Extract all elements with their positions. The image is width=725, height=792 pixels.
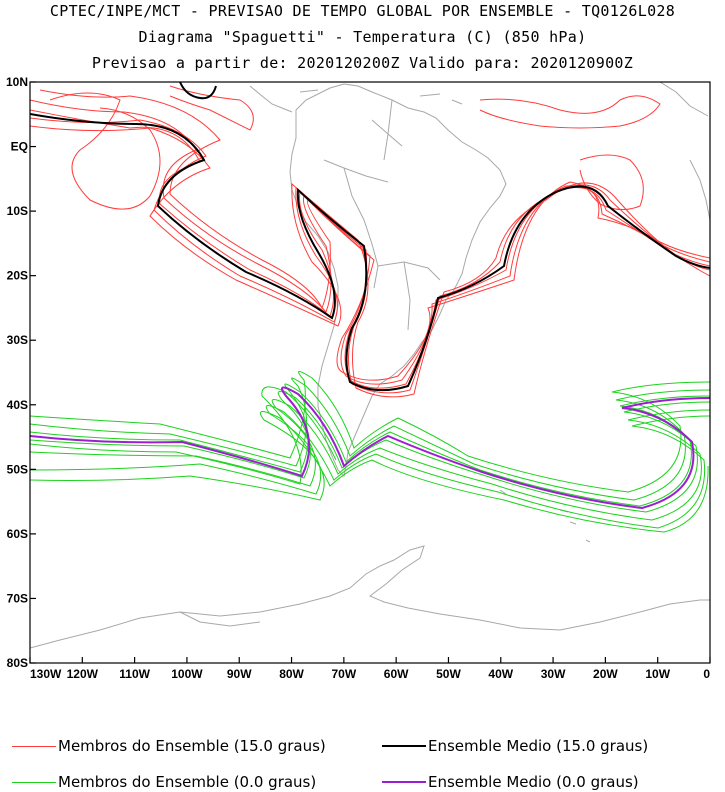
lat-label: 50S bbox=[7, 462, 28, 476]
legend-label: Ensemble Medio (15.0 graus) bbox=[428, 737, 649, 755]
spaghetti-map: 10N EQ 10S 20S 30S 40S 50S 60S 70S 80S 130W 120W 11… bbox=[6, 75, 711, 680]
legend-swatch-red bbox=[12, 745, 56, 747]
lon-label: 90W bbox=[227, 667, 252, 680]
green-member-8 bbox=[30, 386, 337, 485]
title-line-3: Previsao a partir de: 2020120200Z Valido… bbox=[91, 54, 634, 72]
green-member-6 bbox=[30, 371, 710, 493]
lon-label: 80W bbox=[279, 667, 304, 680]
ensemble-members-15c bbox=[30, 85, 710, 398]
red-blob-nw-2 bbox=[169, 85, 254, 131]
red-member-4 bbox=[30, 125, 710, 398]
latitude-ticks: 10N EQ 10S 20S 30S 40S 50S 60S 70S 80S bbox=[6, 75, 36, 670]
lon-label: 120W bbox=[67, 667, 99, 680]
ensemble-members-0c bbox=[30, 371, 710, 533]
title-line-2: Diagrama "Spaguetti" - Temperatura (C) (… bbox=[138, 28, 587, 46]
central-america-coast bbox=[249, 85, 463, 113]
longitude-ticks: 130W 120W 110W 100W 90W 80W 70W 60W 50W 40W 30W 20W… bbox=[29, 657, 711, 680]
legend-swatch-purple bbox=[382, 781, 426, 783]
lon-label: 100W bbox=[171, 667, 203, 680]
legend-item-mean-0c: Ensemble Medio (0.0 graus) bbox=[382, 773, 639, 791]
legend-label: Membros do Ensemble (15.0 graus) bbox=[58, 737, 326, 755]
lon-label: 30W bbox=[541, 667, 566, 680]
lat-label: 80S bbox=[7, 656, 28, 670]
title-line-1: CPTEC/INPE/MCT - PREVISAO DE TEMPO GLOBA… bbox=[49, 2, 676, 20]
lon-label: 130W bbox=[30, 667, 62, 680]
red-blob-ne bbox=[479, 95, 661, 129]
lat-label: 60S bbox=[7, 527, 28, 541]
lat-label: 30S bbox=[7, 333, 28, 347]
legend-swatch-green bbox=[12, 781, 56, 783]
ensemble-mean-15c-top bbox=[179, 82, 217, 100]
lon-label: 40W bbox=[488, 667, 513, 680]
lat-label: 20S bbox=[7, 269, 28, 283]
coastlines bbox=[30, 82, 710, 649]
red-blob-east bbox=[579, 154, 644, 210]
green-member-7 bbox=[30, 411, 709, 533]
antarctica-coast bbox=[30, 545, 710, 649]
green-member-2 bbox=[30, 391, 710, 513]
africa-coast bbox=[659, 82, 710, 221]
ensemble-mean-0c bbox=[30, 386, 710, 510]
plot-frame bbox=[29, 81, 711, 664]
green-member-5 bbox=[30, 405, 710, 529]
legend-item-mean-15c: Ensemble Medio (15.0 graus) bbox=[382, 737, 648, 755]
legend-label: Ensemble Medio (0.0 graus) bbox=[428, 773, 639, 791]
lat-label: 10N bbox=[6, 75, 28, 89]
lat-label: 10S bbox=[7, 204, 28, 218]
red-member-5 bbox=[39, 89, 710, 381]
lon-label: 60W bbox=[384, 667, 409, 680]
lon-label: 50W bbox=[436, 667, 461, 680]
lon-label: 20W bbox=[593, 667, 618, 680]
lon-label: 0 bbox=[703, 667, 710, 680]
south-america-coast bbox=[289, 83, 507, 478]
red-blob-nw bbox=[49, 92, 161, 210]
lon-label: 110W bbox=[119, 667, 150, 680]
legend-swatch-black bbox=[382, 745, 426, 747]
lon-label: 10W bbox=[645, 667, 670, 680]
red-member-3 bbox=[30, 99, 710, 385]
green-member-4 bbox=[30, 399, 710, 521]
ensemble-mean-15c bbox=[30, 113, 710, 392]
lat-label: 40S bbox=[7, 398, 28, 412]
country-borders bbox=[323, 99, 441, 331]
lat-label: 70S bbox=[7, 591, 28, 605]
legend-label: Membros do Ensemble (0.0 graus) bbox=[58, 773, 317, 791]
legend-item-members-0c: Membros do Ensemble (0.0 graus) bbox=[12, 773, 316, 791]
lon-label: 70W bbox=[332, 667, 357, 680]
red-member-1 bbox=[30, 109, 710, 389]
legend-item-members-15c: Membros do Ensemble (15.0 graus) bbox=[12, 737, 326, 755]
lat-label: EQ bbox=[11, 140, 28, 154]
